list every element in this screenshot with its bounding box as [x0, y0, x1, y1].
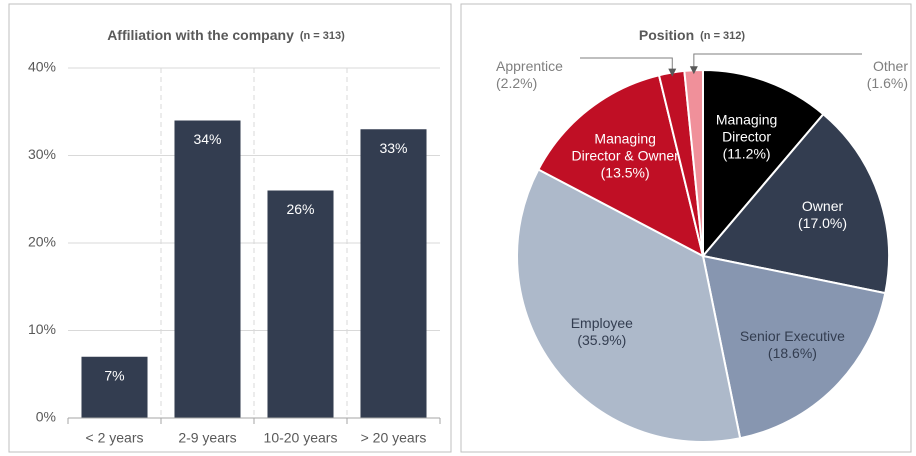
- category-label: Apprentice: [496, 58, 563, 74]
- value-label: (13.5%): [600, 164, 650, 181]
- arrowhead: [689, 66, 698, 75]
- y-tick-label: 10%: [28, 321, 56, 337]
- x-tick-label: < 2 years: [86, 430, 144, 446]
- category-label: Other: [872, 58, 908, 74]
- value-label: (35.9%): [577, 331, 627, 348]
- title: Affiliation with the company: [107, 27, 294, 43]
- pie-slice: [702, 68, 825, 259]
- y-tick-label: 30%: [28, 146, 56, 162]
- pie-slice: [536, 74, 705, 258]
- pie-slice: [516, 168, 742, 443]
- subtitle: (n = 312): [700, 30, 745, 42]
- category-label: Senior Executive: [739, 328, 845, 345]
- outside-label: Apprentice (2.2%): [496, 58, 563, 92]
- category-label: Managing Director: [715, 111, 778, 145]
- chart-title: Position (n = 312): [639, 27, 746, 43]
- bar: [360, 129, 427, 418]
- chart-title: Affiliation with the company (n = 313): [107, 27, 345, 43]
- value-label: 26%: [286, 201, 314, 217]
- x-tick-label: > 20 years: [361, 430, 427, 446]
- subtitle: (n = 313): [300, 30, 345, 42]
- y-tick-label: 0%: [36, 409, 56, 425]
- arrowhead: [668, 68, 677, 77]
- slice-label: Managing Director & Owner (13.5%): [570, 131, 680, 182]
- bar: [267, 190, 334, 418]
- category-label: Employee: [570, 314, 633, 331]
- panel: [8, 3, 452, 453]
- category-label: Managing Director & Owner: [571, 130, 679, 164]
- x-tick-label: 2-9 years: [178, 430, 236, 446]
- slice-label: Employee (35.9%): [547, 315, 657, 349]
- pie-slice: [701, 254, 887, 440]
- category-label: Owner: [801, 197, 844, 214]
- y-tick-label: 40%: [28, 59, 56, 75]
- value-label: (17.0%): [798, 214, 848, 231]
- callout: [580, 57, 673, 71]
- bar: [174, 120, 241, 418]
- y-tick-label: 20%: [28, 234, 56, 250]
- value-label: (2.2%): [496, 75, 538, 91]
- slice-label: Managing Director (11.2%): [692, 112, 802, 163]
- value-label: (1.6%): [866, 75, 908, 91]
- outside-label: Other (1.6%): [867, 58, 908, 92]
- value-label: 34%: [193, 131, 221, 147]
- value-label: (11.2%): [722, 145, 771, 162]
- slice-label: Owner (17.0%): [768, 198, 878, 232]
- pie-slice: [701, 112, 890, 295]
- value-label: 33%: [379, 140, 407, 156]
- panel: [460, 3, 912, 453]
- callout: [693, 53, 862, 69]
- x-tick-label: 10-20 years: [264, 430, 338, 446]
- value-label: (18.6%): [767, 345, 817, 362]
- title: Position: [639, 27, 694, 43]
- bar: [81, 356, 148, 418]
- slice-label: Senior Executive (18.6%): [737, 328, 847, 362]
- value-label: 7%: [104, 367, 124, 383]
